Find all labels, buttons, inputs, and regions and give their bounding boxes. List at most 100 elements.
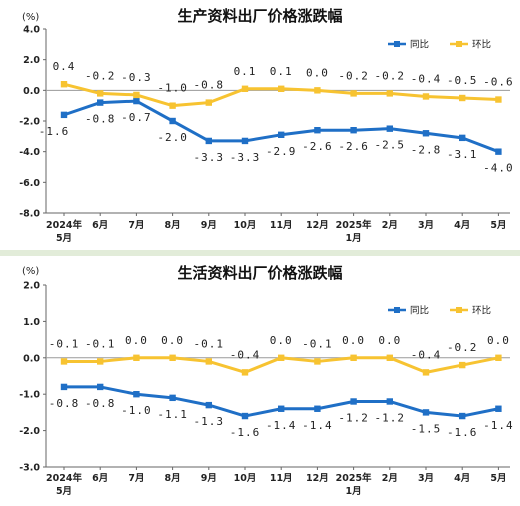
data-point xyxy=(350,90,357,97)
x-tick-label: 11月 xyxy=(270,220,293,231)
x-tick-label: 2024年 xyxy=(46,219,82,231)
data-point xyxy=(386,90,393,97)
x-tick-label: 12月 xyxy=(306,473,329,484)
legend-marker xyxy=(394,41,400,47)
chart-living-materials: 生活资料出厂价格涨跌幅 (%) 2.0 1.0 0.0 -1.0 -2.0 -3.0 2024年… xyxy=(19,264,514,497)
data-label: -0.8 xyxy=(85,397,116,410)
y-axis-unit: (%) xyxy=(22,266,39,277)
data-label: -1.2 xyxy=(375,411,406,424)
chart-panel-production: 生产资料出厂价格涨跌幅 (%) 4.0 2.0 0.0 -2.0 -4.0 -6.0 -8.0 2… xyxy=(0,0,520,250)
legend-marker xyxy=(456,307,462,313)
data-label: -1.3 xyxy=(194,415,225,428)
data-label: -0.2 xyxy=(338,69,369,82)
data-label: 0.4 xyxy=(53,60,76,73)
data-label: -2.9 xyxy=(266,145,297,158)
data-label: 0.0 xyxy=(378,334,401,347)
y-tick-label: -2.0 xyxy=(19,117,40,128)
x-tick-label: 5月 xyxy=(56,486,72,497)
y-tick-label: -4.0 xyxy=(19,147,40,158)
data-point xyxy=(350,354,357,361)
data-point xyxy=(97,90,104,97)
data-label: -1.1 xyxy=(157,408,188,421)
y-tick-label: -2.0 xyxy=(19,426,40,437)
x-tick-label: 9月 xyxy=(201,473,217,484)
data-label: -0.5 xyxy=(447,74,478,87)
legend-label: 同比 xyxy=(410,305,429,317)
data-point xyxy=(422,93,430,100)
y-tick-label: 0.0 xyxy=(23,353,40,364)
x-tick-label: 9月 xyxy=(201,220,217,231)
data-point xyxy=(97,358,104,365)
data-label: -3.3 xyxy=(230,151,261,164)
data-point xyxy=(314,405,321,412)
data-point xyxy=(422,130,430,137)
data-point xyxy=(278,131,285,138)
x-tick-label: 3月 xyxy=(418,473,434,484)
y-tick-label: -8.0 xyxy=(19,209,40,220)
data-label: -0.1 xyxy=(49,337,80,350)
data-label: -1.4 xyxy=(302,419,333,432)
data-point xyxy=(386,125,393,132)
data-label: 0.0 xyxy=(342,334,365,347)
data-label: -0.8 xyxy=(49,397,80,410)
y-axis-unit: (%) xyxy=(22,12,39,23)
data-point xyxy=(97,99,104,106)
legend-marker xyxy=(394,307,400,313)
data-point xyxy=(495,96,502,103)
data-label: -0.4 xyxy=(411,72,442,85)
x-tick-label: 5月 xyxy=(56,233,72,244)
data-point xyxy=(278,85,285,92)
data-point xyxy=(459,134,466,142)
data-point xyxy=(133,354,140,361)
data-label: -1.0 xyxy=(157,82,188,95)
x-tick-label: 4月 xyxy=(454,473,470,484)
x-tick-label: 6月 xyxy=(92,220,108,231)
data-label: 0.1 xyxy=(270,65,293,78)
x-tick-label: 2025年 xyxy=(336,472,372,484)
legend-label: 环比 xyxy=(472,39,491,51)
data-point xyxy=(459,94,466,102)
x-tick-label: 4月 xyxy=(454,220,470,231)
data-label: -2.0 xyxy=(157,131,188,144)
data-label: 0.0 xyxy=(270,334,293,347)
data-point xyxy=(459,412,466,420)
data-point xyxy=(205,358,212,365)
data-label: -1.4 xyxy=(483,419,514,432)
x-tick-label: 1月 xyxy=(346,486,362,497)
data-point xyxy=(495,405,502,412)
data-label: -0.4 xyxy=(411,348,442,361)
x-tick-label: 11月 xyxy=(270,473,293,484)
data-label: -0.1 xyxy=(302,337,333,350)
data-label: 0.0 xyxy=(487,334,510,347)
data-label: 0.0 xyxy=(161,334,184,347)
data-label: -1.4 xyxy=(266,419,297,432)
x-tick-label: 2024年 xyxy=(46,472,82,484)
data-label: -3.3 xyxy=(194,151,225,164)
panel-divider xyxy=(0,250,520,256)
data-point xyxy=(241,85,249,92)
x-tick-label: 7月 xyxy=(128,473,144,484)
data-point xyxy=(241,369,249,376)
data-point xyxy=(314,127,321,134)
data-label: -0.2 xyxy=(85,69,116,82)
x-tick-label: 5月 xyxy=(490,473,506,484)
y-tick-label: -6.0 xyxy=(19,178,40,189)
data-label: -0.3 xyxy=(121,71,152,84)
data-point xyxy=(133,97,140,105)
y-tick-label: 0.0 xyxy=(23,86,40,97)
data-point xyxy=(97,383,104,391)
data-label: -1.6 xyxy=(230,426,261,439)
y-tick-label: 1.0 xyxy=(23,317,40,328)
data-label: -1.0 xyxy=(121,404,152,417)
legend-marker xyxy=(456,41,462,47)
chart-panel-living: 生活资料出厂价格涨跌幅 (%) 2.0 1.0 0.0 -1.0 -2.0 -3.0 2024年… xyxy=(0,256,520,506)
data-point xyxy=(205,137,212,145)
data-label: -2.6 xyxy=(302,140,333,153)
data-point xyxy=(205,401,212,409)
data-point xyxy=(133,91,140,99)
y-tick-label: -1.0 xyxy=(19,390,40,401)
x-tick-label: 8月 xyxy=(165,473,181,484)
data-point xyxy=(350,398,357,405)
data-point xyxy=(386,398,393,405)
data-label: 0.0 xyxy=(125,334,148,347)
